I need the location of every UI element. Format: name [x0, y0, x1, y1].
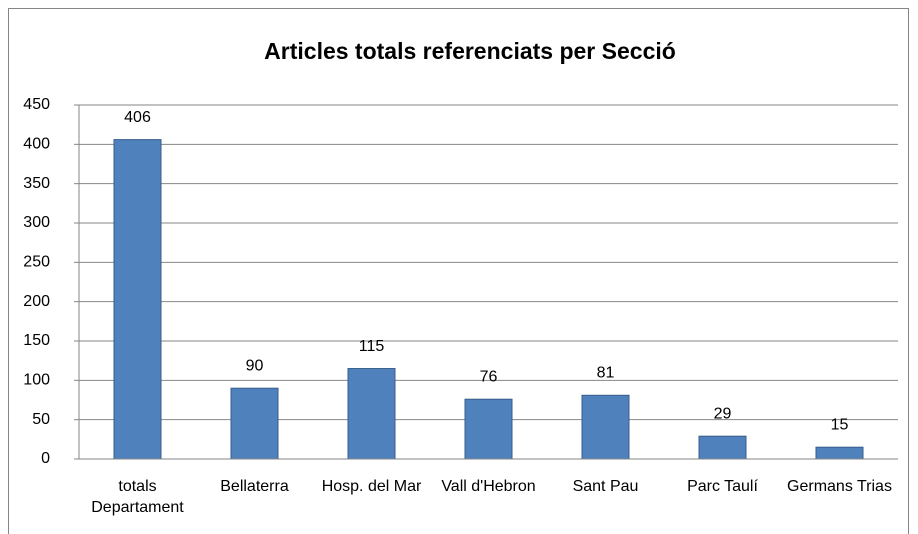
y-tick-label: 200: [23, 293, 50, 310]
x-tick-label: Germans Trias: [787, 478, 892, 495]
data-label: 76: [480, 368, 498, 385]
x-tick-label: Parc Taulí: [687, 478, 758, 495]
x-tick-label: Hosp. del Mar: [321, 478, 422, 495]
y-tick-label: 450: [23, 96, 50, 113]
x-tick-label: totals Departament: [91, 478, 184, 516]
y-tick-label: 400: [23, 136, 50, 153]
chart-title: Articles totals referenciats per Secció: [264, 38, 676, 64]
data-label: 115: [359, 338, 385, 355]
x-tick-label: Bellaterra: [220, 478, 289, 495]
y-tick-label: 100: [23, 372, 50, 389]
x-tick-label: Sant Pau: [572, 478, 639, 495]
y-tick-label: 0: [41, 450, 50, 467]
data-label: 406: [124, 109, 151, 126]
bar: [815, 446, 864, 460]
data-label: 81: [597, 364, 615, 381]
x-tick-label: Vall d'Hebron: [441, 478, 536, 495]
y-tick-label: 150: [23, 332, 50, 349]
y-tick-label: 350: [23, 175, 50, 192]
bar: [464, 398, 513, 460]
y-tick-label: 300: [23, 214, 50, 231]
y-tick-label: 50: [32, 411, 50, 428]
data-label: 90: [246, 357, 264, 374]
bar: [347, 368, 396, 460]
y-tick-label: 250: [23, 254, 50, 271]
bar: [113, 139, 162, 460]
bar: [581, 394, 630, 460]
bar: [698, 435, 747, 460]
data-label: 29: [714, 405, 732, 422]
bar: [230, 387, 279, 460]
data-label: 15: [831, 416, 849, 433]
